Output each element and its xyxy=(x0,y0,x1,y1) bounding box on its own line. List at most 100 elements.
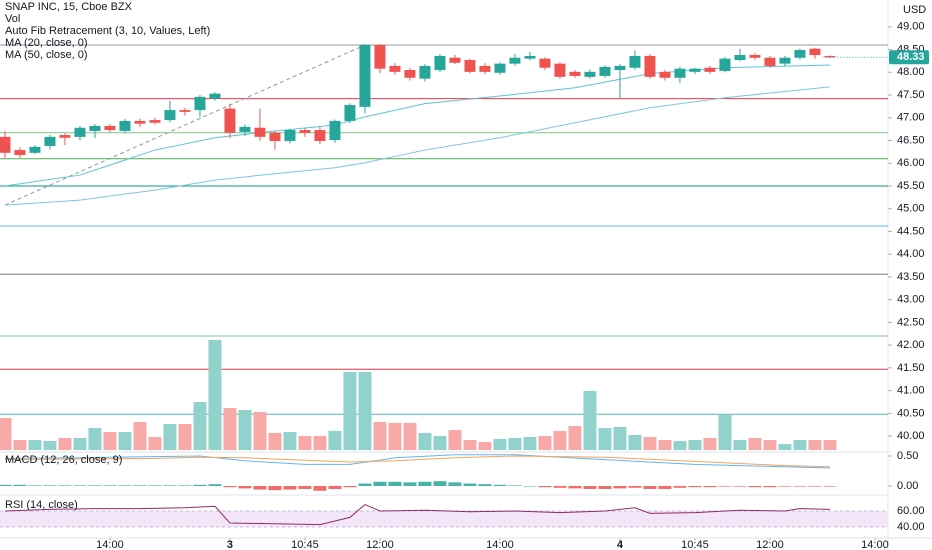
y-tick-label: 48.00 xyxy=(897,66,925,78)
volume-bar xyxy=(478,442,492,450)
macd-histogram-bar xyxy=(148,485,162,486)
candle-body xyxy=(344,105,356,121)
macd-histogram-bar xyxy=(283,485,297,490)
volume-bar xyxy=(313,436,327,450)
y-tick-label: 43.00 xyxy=(897,294,925,306)
candle-body xyxy=(464,60,476,72)
x-tick-label: 10:45 xyxy=(291,539,319,550)
macd-histogram-bar xyxy=(493,484,507,486)
volume-bar xyxy=(703,438,717,450)
macd-histogram-bar xyxy=(793,485,807,487)
last-price-box xyxy=(889,50,929,65)
macd-histogram-bar xyxy=(103,485,117,486)
volume-bar xyxy=(808,440,822,450)
volume-bar xyxy=(13,440,27,450)
candle-body xyxy=(779,57,791,64)
macd-histogram-bar xyxy=(343,485,357,488)
volume-bar xyxy=(583,391,597,450)
x-tick-label: 14:00 xyxy=(96,539,124,550)
y-tick-label: 42.00 xyxy=(897,339,925,351)
volume-bar xyxy=(43,441,57,450)
macd-histogram-bar xyxy=(193,484,207,486)
candle-body xyxy=(749,55,761,58)
x-tick-label: 12:00 xyxy=(366,539,394,550)
candle-body xyxy=(239,126,251,132)
volume-bar xyxy=(733,440,747,450)
candle-body xyxy=(794,50,806,58)
volume-bar xyxy=(613,427,627,450)
legend-fib: Auto Fib Retracement (3, 10, Values, Lef… xyxy=(5,25,210,37)
volume-bar xyxy=(193,402,207,450)
moving-average xyxy=(4,86,831,206)
candle-body xyxy=(59,135,71,138)
candle-body xyxy=(149,120,161,123)
candle-body xyxy=(524,55,536,59)
candle-body xyxy=(389,65,401,72)
volume-bar xyxy=(223,408,237,450)
macd-histogram-bar xyxy=(823,485,837,487)
volume-bar xyxy=(178,424,192,450)
volume-bar xyxy=(553,431,567,450)
volume-bar xyxy=(628,435,642,450)
macd-histogram-bar xyxy=(778,485,792,487)
candle-body xyxy=(689,68,701,72)
volume-bar xyxy=(643,437,657,450)
x-tick-label: 14:00 xyxy=(486,539,514,550)
candle-body xyxy=(629,55,641,68)
candle-body xyxy=(764,57,776,66)
volume-bar xyxy=(73,438,87,450)
macd-histogram-bar xyxy=(88,485,102,486)
macd-histogram-bar xyxy=(658,485,672,489)
macd-histogram-bar xyxy=(253,485,267,490)
macd-title: MACD (12, 26, close, 9) xyxy=(5,454,122,466)
candle-body xyxy=(644,55,656,77)
legend-volume: Vol xyxy=(5,13,20,25)
candle-body xyxy=(674,68,686,78)
volume-bar xyxy=(673,441,687,450)
volume-bar xyxy=(358,372,372,450)
candle-body xyxy=(329,120,341,141)
candle-body xyxy=(74,127,86,137)
y-tick-label: 40.00 xyxy=(897,521,925,533)
candle-body xyxy=(209,93,221,99)
candle-body xyxy=(539,58,551,68)
macd-histogram-bar xyxy=(373,481,387,486)
macd-histogram-bar xyxy=(208,484,222,486)
macd-histogram-bar xyxy=(313,485,327,491)
macd-histogram-bar xyxy=(718,485,732,487)
macd-histogram-bar xyxy=(58,485,72,486)
x-tick-label: 4 xyxy=(617,539,624,550)
volume-bar xyxy=(283,432,297,450)
macd-histogram-bar xyxy=(613,485,627,489)
candle-body xyxy=(824,55,836,58)
volume-bar xyxy=(508,438,522,450)
macd-histogram-bar xyxy=(508,485,522,486)
candle-body xyxy=(119,120,131,131)
volume-bar xyxy=(0,418,12,450)
macd-histogram-bar xyxy=(478,484,492,486)
volume-bar xyxy=(778,444,792,450)
volume-bar xyxy=(253,412,267,450)
volume-bar xyxy=(748,438,762,450)
volume-bar xyxy=(523,437,537,450)
y-tick-label: 46.50 xyxy=(897,134,925,146)
volume-bar xyxy=(268,433,282,450)
chart-title: SNAP INC, 15, Cboe BZX xyxy=(5,1,133,13)
volume-bar xyxy=(58,438,72,450)
candle-body xyxy=(494,63,506,73)
candle-body xyxy=(554,63,566,77)
volume-bar xyxy=(448,430,462,450)
y-tick-label: 0.00 xyxy=(897,480,918,492)
currency: USD xyxy=(903,4,926,16)
macd-histogram-bar xyxy=(0,484,12,486)
candle-body xyxy=(134,120,146,124)
volume-bar xyxy=(403,423,417,450)
macd-histogram-bar xyxy=(688,485,702,488)
candle-body xyxy=(434,55,446,71)
macd-histogram-bar xyxy=(298,485,312,489)
macd-histogram-bar xyxy=(568,485,582,489)
macd-histogram-bar xyxy=(628,485,642,488)
macd-histogram-bar xyxy=(163,485,177,486)
y-tick-label: 49.00 xyxy=(897,21,925,33)
candle-body xyxy=(374,45,386,69)
